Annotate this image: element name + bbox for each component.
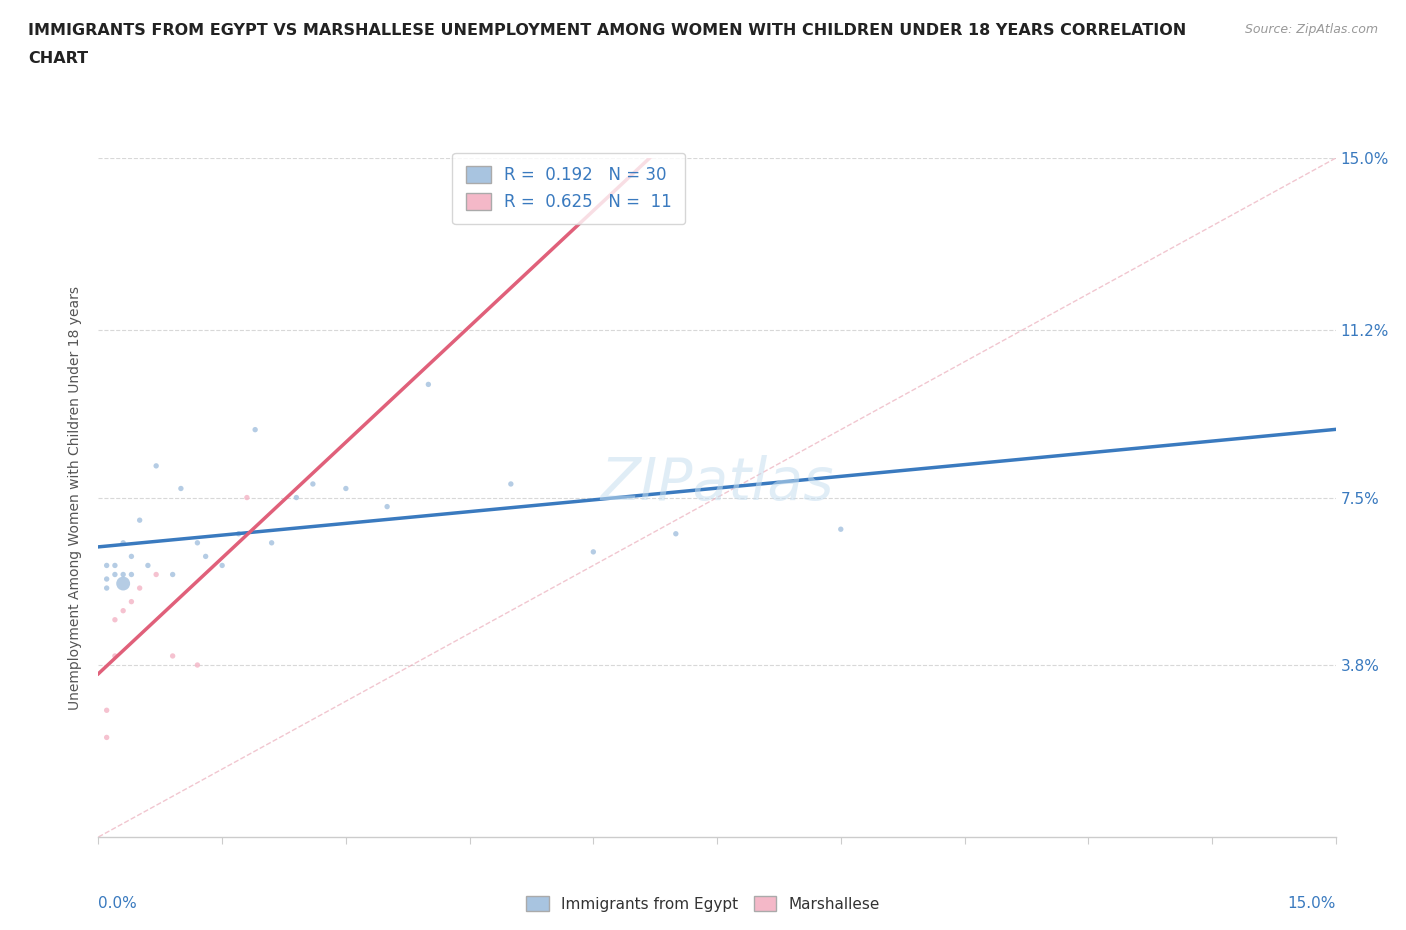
Point xyxy=(96,572,118,587)
Text: 0.0%: 0.0% xyxy=(98,896,138,910)
Point xyxy=(96,703,118,718)
Point xyxy=(499,476,522,491)
Point xyxy=(104,612,127,627)
Point xyxy=(162,567,184,582)
Point xyxy=(194,549,217,564)
Point xyxy=(96,730,118,745)
Point xyxy=(285,490,308,505)
Point xyxy=(260,536,283,551)
Point xyxy=(162,648,184,663)
Text: 15.0%: 15.0% xyxy=(1288,896,1336,910)
Y-axis label: Unemployment Among Women with Children Under 18 years: Unemployment Among Women with Children U… xyxy=(69,286,83,710)
Point xyxy=(112,576,135,591)
Point xyxy=(186,658,208,672)
Point xyxy=(104,558,127,573)
Text: Source: ZipAtlas.com: Source: ZipAtlas.com xyxy=(1244,23,1378,36)
Point xyxy=(186,536,208,551)
Point xyxy=(120,567,142,582)
Text: ZIPatlas: ZIPatlas xyxy=(600,456,834,512)
Point xyxy=(375,499,398,514)
Legend: R =  0.192   N = 30, R =  0.625   N =  11: R = 0.192 N = 30, R = 0.625 N = 11 xyxy=(453,153,685,224)
Point xyxy=(112,604,135,618)
Point xyxy=(418,377,440,392)
Point xyxy=(128,580,150,595)
Point xyxy=(228,526,250,541)
Point xyxy=(120,549,142,564)
Point xyxy=(582,544,605,559)
Point xyxy=(665,526,688,541)
Point xyxy=(211,558,233,573)
Point xyxy=(120,594,142,609)
Point xyxy=(302,476,325,491)
Point xyxy=(128,512,150,527)
Point xyxy=(104,567,127,582)
Point xyxy=(96,580,118,595)
Point xyxy=(145,567,167,582)
Text: IMMIGRANTS FROM EGYPT VS MARSHALLESE UNEMPLOYMENT AMONG WOMEN WITH CHILDREN UNDE: IMMIGRANTS FROM EGYPT VS MARSHALLESE UNE… xyxy=(28,23,1187,38)
Point xyxy=(104,648,127,663)
Point xyxy=(145,458,167,473)
Point xyxy=(236,490,259,505)
Point xyxy=(112,536,135,551)
Legend: Immigrants from Egypt, Marshallese: Immigrants from Egypt, Marshallese xyxy=(520,889,886,918)
Point xyxy=(243,422,266,437)
Point xyxy=(830,522,852,537)
Point xyxy=(96,558,118,573)
Point xyxy=(335,481,357,496)
Text: CHART: CHART xyxy=(28,51,89,66)
Point xyxy=(136,558,159,573)
Point xyxy=(170,481,193,496)
Point xyxy=(112,567,135,582)
